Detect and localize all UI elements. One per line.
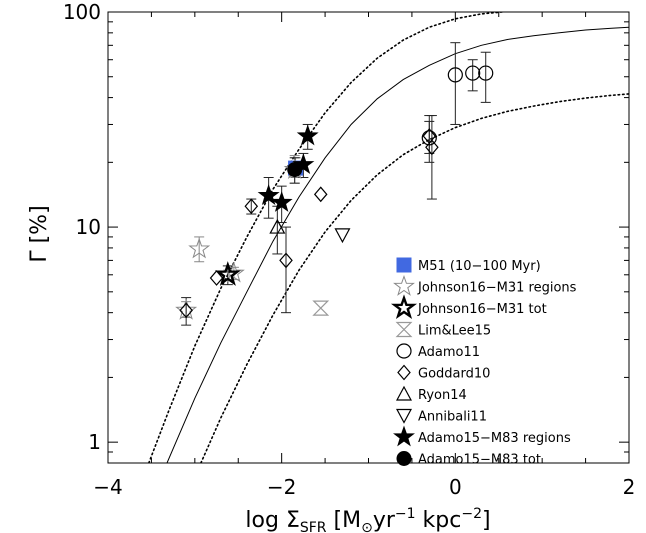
point-adamo15-m83-regions bbox=[257, 184, 280, 205]
point-goddard10 bbox=[179, 302, 193, 319]
legend-marker-ryon14 bbox=[395, 385, 413, 401]
curves-layer bbox=[148, 12, 629, 463]
legend-label-m51-10-100-myr: M51 (10−100 Myr) bbox=[418, 259, 541, 274]
point-johnson16-m31-regions bbox=[175, 298, 198, 320]
legend: M51 (10−100 Myr) Johnson16−M31 regions Joh… bbox=[390, 257, 577, 468]
point-goddard10 bbox=[313, 186, 328, 203]
ticks-layer: −4 −2 0 2 1 10 100 bbox=[63, 0, 636, 499]
point-adamo15-m83-tot bbox=[287, 162, 303, 178]
x-axis-title: log ΣSFR [M⊙yr−1 kpc−2] bbox=[245, 506, 490, 533]
x-axis-title-unit-kpc: kpc bbox=[416, 508, 462, 533]
points-layer bbox=[175, 65, 494, 320]
legend-marker-m51-10-100-myr bbox=[396, 257, 412, 273]
legend-marker-johnson16-m31-regions bbox=[393, 274, 415, 296]
point-adamo15-m83-regions bbox=[296, 124, 319, 146]
point-goddard10 bbox=[209, 270, 224, 286]
point-ryon14 bbox=[269, 218, 286, 234]
point-adamo11 bbox=[478, 65, 494, 81]
point-adamo15-m83-regions bbox=[270, 191, 293, 212]
curve-model-lower bbox=[200, 93, 629, 463]
legend-label-adamo15-m83-regions: Adamo15−M83 regions bbox=[418, 431, 571, 446]
legend-marker-lim-lee15 bbox=[395, 321, 413, 338]
legend-label-lim-lee15: Lim&Lee15 bbox=[418, 324, 491, 339]
x-axis-title-sun-symbol: ⊙ bbox=[361, 520, 373, 533]
y-axis-title: Γ [%] bbox=[27, 205, 52, 262]
point-adamo11 bbox=[421, 130, 437, 146]
x-axis-title-unit-yr: yr bbox=[373, 508, 396, 533]
point-johnson16-m31-regions bbox=[188, 237, 211, 259]
legend-marker-adamo11 bbox=[396, 343, 412, 359]
x-axis-title-exp2: −2 bbox=[461, 506, 482, 522]
x-tick-label: 0 bbox=[449, 475, 462, 499]
legend-label-annibali11: Annibali11 bbox=[418, 410, 487, 425]
legend-label-goddard10: Goddard10 bbox=[418, 367, 490, 382]
y-tick-label: 10 bbox=[76, 215, 101, 239]
legend-marker-johnson16-m31-tot bbox=[390, 294, 418, 320]
point-adamo11 bbox=[447, 67, 463, 83]
legend-label-adamo15-m83-tot: Adamo15−M83 tot bbox=[418, 453, 541, 468]
legend-label-adamo11: Adamo11 bbox=[418, 345, 480, 360]
legend-label-ryon14: Ryon14 bbox=[418, 388, 467, 403]
plot-frame bbox=[107, 11, 630, 464]
legend-marker-goddard10 bbox=[397, 364, 411, 381]
y-tick-label: 1 bbox=[88, 430, 101, 454]
curve-model-upper bbox=[148, 12, 514, 463]
legend-label-johnson16-m31-regions: Johnson16−M31 regions bbox=[417, 281, 577, 296]
point-goddard10 bbox=[422, 128, 437, 144]
legend-marker-adamo15-m83-regions bbox=[393, 425, 415, 447]
x-tick-label: −4 bbox=[93, 475, 122, 499]
legend-label-johnson16-m31-tot: Johnson16−M31 tot bbox=[417, 302, 547, 317]
x-axis-title-main: log Σ bbox=[245, 508, 299, 533]
legend-marker-annibali11 bbox=[395, 408, 413, 424]
x-tick-label: −2 bbox=[267, 475, 296, 499]
x-axis-title-sub: SFR bbox=[300, 520, 327, 533]
point-lim-lee15 bbox=[312, 300, 330, 316]
legend-marker-adamo15-m83-tot bbox=[396, 451, 412, 466]
point-goddard10 bbox=[279, 252, 293, 269]
x-axis-title-unit-open: [M bbox=[327, 508, 362, 533]
point-adamo15-m83-regions bbox=[292, 153, 315, 175]
point-goddard10 bbox=[425, 139, 439, 156]
point-annibali11 bbox=[334, 228, 351, 244]
point-johnson16-m31-tot bbox=[214, 261, 241, 286]
x-axis-title-unit-close: ] bbox=[482, 508, 491, 533]
x-axis-title-exp1: −1 bbox=[395, 506, 416, 522]
curve-model bbox=[166, 26, 629, 463]
y-tick-label: 100 bbox=[63, 0, 101, 24]
point-adamo11 bbox=[465, 65, 481, 81]
x-tick-label: 2 bbox=[623, 475, 636, 499]
point-goddard10 bbox=[244, 198, 259, 215]
